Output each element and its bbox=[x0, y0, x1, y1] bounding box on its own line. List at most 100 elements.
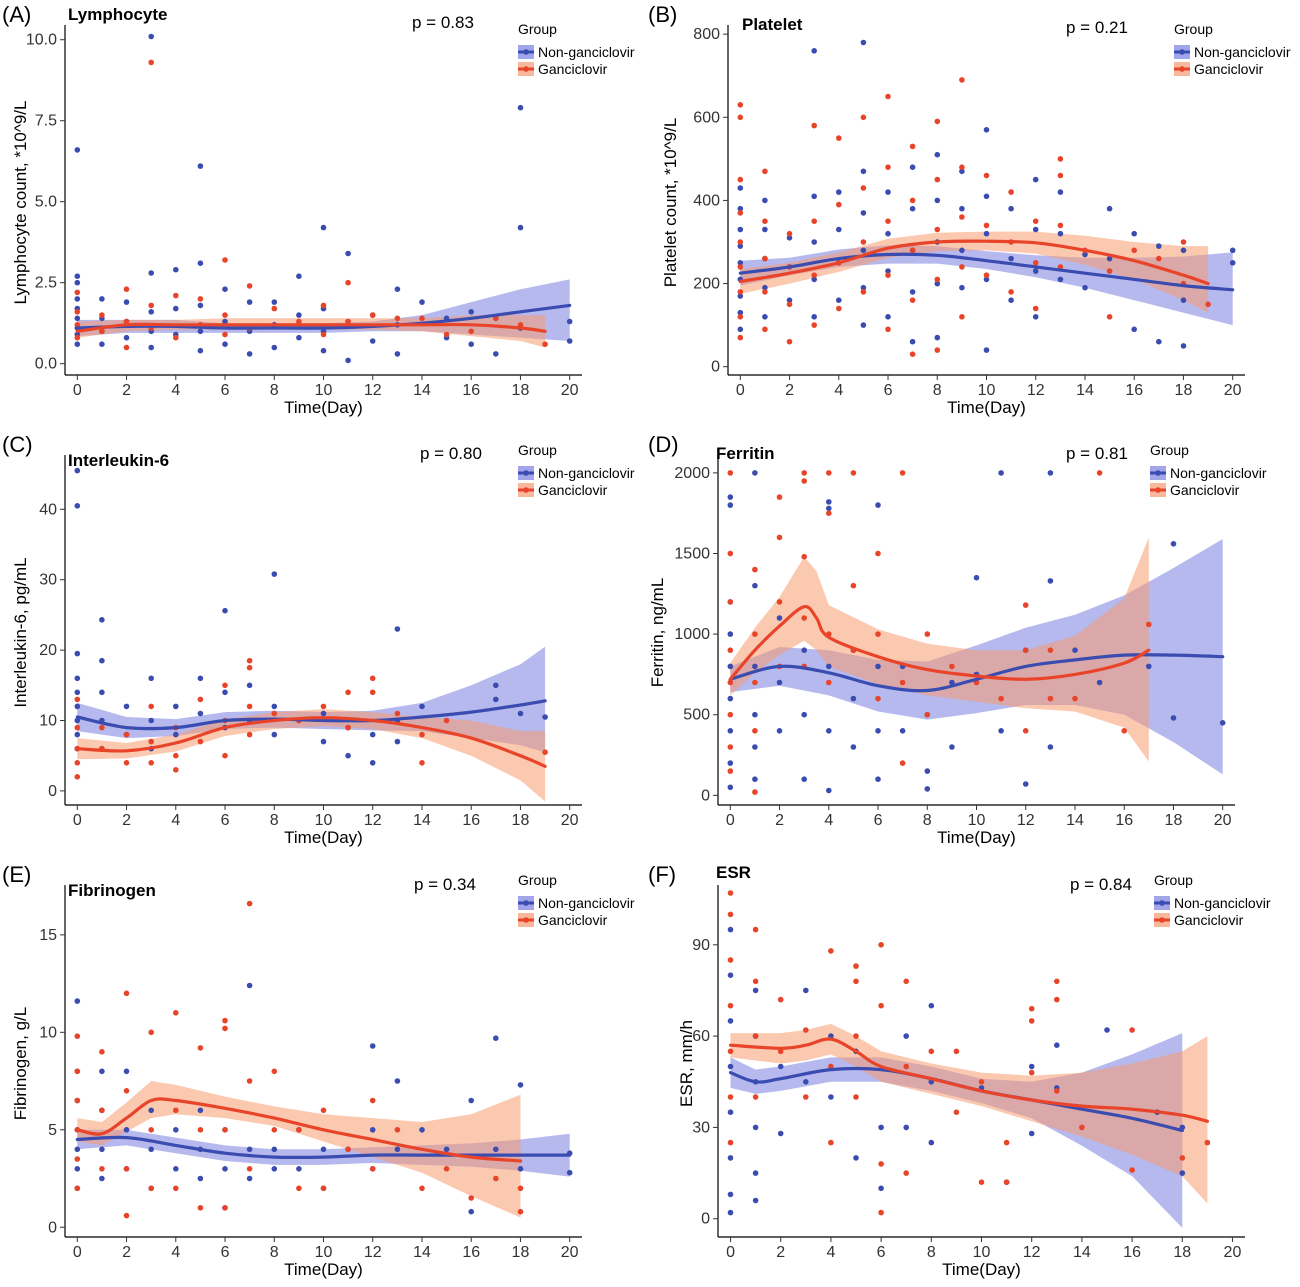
x-tick-label: 8 bbox=[933, 382, 942, 399]
legend-label: Non-ganciclovir bbox=[1170, 465, 1267, 481]
data-point bbox=[737, 264, 744, 270]
data-point bbox=[727, 631, 734, 637]
data-point bbox=[1180, 239, 1187, 245]
data-point bbox=[983, 222, 990, 229]
data-point bbox=[99, 1146, 105, 1153]
data-point bbox=[197, 710, 204, 717]
data-point bbox=[752, 744, 758, 750]
data-point bbox=[776, 728, 783, 734]
x-tick-label: 4 bbox=[834, 382, 843, 399]
data-point bbox=[74, 696, 81, 703]
data-point bbox=[74, 322, 81, 328]
data-point bbox=[860, 322, 867, 328]
data-point bbox=[222, 1166, 228, 1172]
data-point bbox=[752, 978, 759, 985]
data-point bbox=[271, 1166, 278, 1172]
data-point bbox=[850, 744, 857, 750]
data-point bbox=[517, 322, 524, 328]
data-point bbox=[148, 59, 154, 66]
data-point bbox=[953, 1109, 960, 1115]
data-point bbox=[123, 731, 130, 738]
data-point bbox=[836, 189, 842, 195]
data-point bbox=[173, 752, 179, 759]
data-point bbox=[173, 1185, 179, 1192]
data-point bbox=[173, 1010, 179, 1016]
data-point bbox=[803, 1079, 809, 1085]
data-point bbox=[727, 760, 734, 766]
panel-title: Lymphocyte bbox=[68, 5, 168, 24]
data-point bbox=[786, 301, 793, 308]
data-point bbox=[727, 926, 734, 933]
data-point bbox=[853, 978, 859, 985]
x-tick-label: 6 bbox=[221, 1244, 230, 1261]
data-point bbox=[762, 226, 768, 233]
x-axis-title: Time(Day) bbox=[284, 1260, 363, 1279]
data-point bbox=[727, 1018, 734, 1024]
data-point bbox=[928, 1048, 935, 1055]
data-point bbox=[394, 315, 401, 322]
confidence-band-ganciclovir bbox=[730, 537, 1149, 762]
data-point bbox=[271, 571, 278, 577]
data-point bbox=[99, 1049, 105, 1055]
x-tick-label: 18 bbox=[512, 1244, 530, 1261]
legend-key-point bbox=[1179, 49, 1185, 55]
data-point bbox=[860, 247, 867, 254]
data-point bbox=[394, 1127, 401, 1133]
data-point bbox=[737, 309, 744, 316]
points-ganciclovir bbox=[74, 900, 524, 1219]
data-point bbox=[320, 224, 327, 231]
data-point bbox=[369, 731, 376, 738]
data-point bbox=[74, 279, 81, 286]
data-point bbox=[99, 328, 105, 335]
x-tick-label: 14 bbox=[413, 1244, 431, 1261]
data-point bbox=[934, 334, 941, 341]
data-point bbox=[934, 197, 941, 204]
y-tick-label: 0 bbox=[701, 1211, 710, 1228]
legend-label: Non-ganciclovir bbox=[538, 465, 635, 481]
data-point bbox=[737, 289, 744, 295]
legend-title: Group bbox=[518, 872, 557, 888]
data-point bbox=[878, 1209, 884, 1216]
data-point bbox=[826, 505, 832, 512]
p-value: p = 0.81 bbox=[1066, 444, 1128, 463]
points-ganciclovir bbox=[737, 77, 1211, 358]
legend-label: Non-ganciclovir bbox=[1174, 895, 1271, 911]
data-point bbox=[99, 312, 105, 318]
data-point bbox=[148, 309, 154, 315]
y-tick-label: 2.5 bbox=[35, 275, 57, 292]
data-point bbox=[320, 347, 327, 354]
y-tick-label: 500 bbox=[683, 707, 710, 724]
panel-title: Platelet bbox=[742, 15, 803, 34]
data-point bbox=[1032, 314, 1039, 320]
data-point bbox=[1104, 1027, 1110, 1033]
data-point bbox=[222, 689, 228, 696]
data-point bbox=[737, 243, 744, 249]
data-point bbox=[173, 292, 179, 299]
y-axis-title: Lymphocyte count, *10^9/L bbox=[11, 101, 30, 305]
data-point bbox=[271, 1068, 278, 1075]
y-axis-title: Interleukin-6, pg/mL bbox=[11, 557, 30, 707]
data-point bbox=[320, 1146, 327, 1153]
data-point bbox=[737, 326, 744, 333]
data-point bbox=[899, 470, 906, 476]
data-point bbox=[468, 341, 475, 348]
data-point bbox=[296, 312, 302, 318]
data-point bbox=[443, 1146, 450, 1153]
data-point bbox=[394, 1146, 401, 1153]
panel-lymphocyte: (A) Lymphocyte p = 0.83 0 2 4 6 8 10 12 14 16 18 20 0.… bbox=[2, 2, 635, 417]
data-point bbox=[222, 682, 228, 689]
data-point bbox=[836, 201, 842, 208]
data-point bbox=[811, 272, 817, 279]
x-tick-label: 2 bbox=[775, 812, 784, 829]
data-point bbox=[74, 1156, 81, 1162]
data-point bbox=[246, 731, 253, 738]
data-point bbox=[850, 695, 857, 702]
data-point bbox=[727, 1155, 734, 1161]
data-point bbox=[419, 299, 425, 305]
data-point bbox=[320, 1107, 327, 1114]
data-point bbox=[369, 689, 376, 696]
panel-platelet: (B) Platelet p = 0.210 2 4 6 8 10 12 14 16 18 200200… bbox=[648, 2, 1291, 417]
x-tick-label: 10 bbox=[315, 812, 333, 829]
y-tick-label: 200 bbox=[693, 276, 720, 293]
data-point bbox=[998, 470, 1004, 476]
